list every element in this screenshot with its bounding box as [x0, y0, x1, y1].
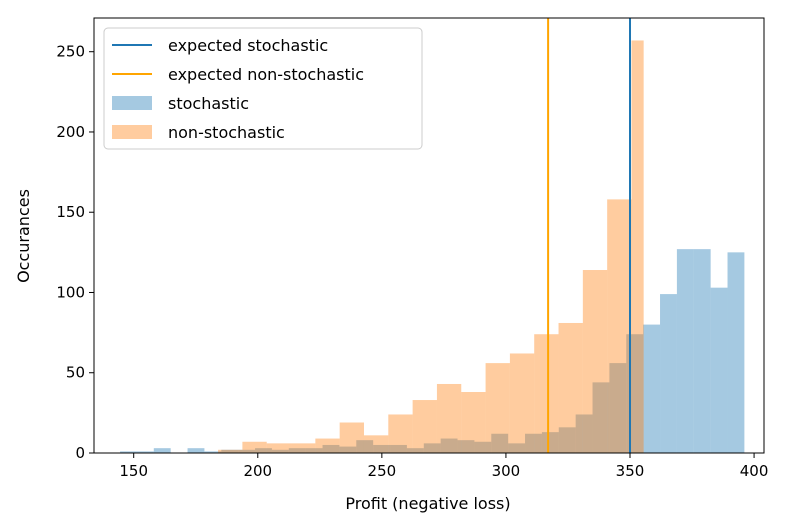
- x-tick-label-150: 150: [119, 462, 148, 480]
- stochastic-bar-32: [660, 294, 677, 453]
- x-axis-label: Profit (negative loss): [345, 494, 510, 513]
- x-tick-label-250: 250: [368, 462, 397, 480]
- stochastic-bar-34: [693, 249, 711, 453]
- non-stochastic-bar-8: [412, 400, 437, 453]
- legend-label-stochastic: stochastic: [168, 94, 249, 113]
- stochastic-bar-5: [204, 451, 222, 453]
- stochastic-bar-1: [136, 451, 154, 453]
- stochastic-bar-22: [491, 433, 509, 453]
- stochastic-bar-14: [356, 440, 374, 453]
- stochastic-bar-23: [508, 443, 526, 453]
- legend-label-expected-stochastic: expected stochastic: [168, 36, 328, 55]
- non-stochastic-bar-13: [534, 334, 559, 453]
- non-stochastic-bar-17: [631, 40, 644, 453]
- y-tick-label-250: 250: [56, 43, 85, 61]
- non-stochastic-bar-0: [218, 449, 243, 453]
- x-tick-label-400: 400: [740, 462, 769, 480]
- non-stochastic-bar-5: [339, 422, 364, 453]
- stochastic-bar-28: [592, 382, 610, 453]
- non-stochastic-bar-1: [242, 441, 267, 453]
- axes-frame: [93, 17, 765, 454]
- stochastic-bar-24: [525, 433, 542, 453]
- legend-box: [103, 27, 423, 150]
- stochastic-bar-4: [187, 448, 205, 453]
- stochastic-bar-19: [440, 438, 458, 453]
- legend-label-non-stochastic: non-stochastic: [168, 123, 285, 142]
- x-tick-label-300: 300: [492, 462, 521, 480]
- stochastic-bar-26: [558, 427, 576, 453]
- stochastic-bar-6: [221, 449, 239, 453]
- non-stochastic-bars: [218, 40, 644, 453]
- y-tick-label-0: 0: [75, 444, 85, 462]
- stochastic-bar-25: [541, 432, 559, 453]
- non-stochastic-bar-3: [291, 443, 316, 453]
- ticks: 150 200 250 300 350 400 0 50 100 150 200 250: [56, 43, 768, 480]
- non-stochastic-bar-16: [607, 199, 632, 453]
- legend-swatch-stochastic: [112, 96, 152, 110]
- legend-label-expected-non-stochastic: expected non-stochastic: [168, 65, 364, 84]
- stochastic-bar-16: [390, 444, 407, 453]
- non-stochastic-bar-9: [436, 383, 462, 453]
- non-stochastic-bar-10: [461, 392, 486, 453]
- stochastic-bar-17: [406, 448, 424, 453]
- stochastic-bar-29: [609, 363, 627, 453]
- stochastic-bar-9: [271, 449, 289, 453]
- non-stochastic-bar-14: [558, 322, 583, 453]
- plot-area: [120, 18, 745, 453]
- stochastic-bar-10: [288, 448, 306, 453]
- y-tick-label-50: 50: [66, 364, 85, 382]
- expected-value-lines: [547, 18, 631, 453]
- y-axis-label: Occurances: [14, 189, 33, 283]
- non-stochastic-bar-11: [485, 363, 510, 453]
- axes: [93, 17, 765, 454]
- stochastic-bar-33: [676, 249, 694, 453]
- legend-swatch-non-stochastic: [112, 125, 152, 139]
- stochastic-bar-2: [153, 448, 171, 453]
- x-tick-label-200: 200: [243, 462, 272, 480]
- y-tick-label-150: 150: [56, 203, 85, 221]
- stochastic-bar-12: [322, 444, 340, 453]
- stochastic-bar-0: [120, 451, 137, 453]
- non-stochastic-bar-15: [582, 270, 608, 453]
- x-tick-label-350: 350: [616, 462, 645, 480]
- stochastic-bar-13: [339, 446, 357, 453]
- non-stochastic-bar-4: [315, 438, 340, 453]
- stochastic-bar-20: [457, 440, 475, 453]
- non-stochastic-bar-6: [363, 435, 389, 453]
- stochastic-bar-15: [373, 444, 391, 453]
- y-tick-label-100: 100: [56, 283, 85, 301]
- y-tick-label-200: 200: [56, 123, 85, 141]
- stochastic-bar-21: [474, 441, 492, 453]
- non-stochastic-bar-7: [388, 414, 413, 453]
- stochastic-bar-31: [643, 324, 661, 453]
- non-stochastic-bar-12: [509, 353, 535, 453]
- stochastic-bar-8: [255, 448, 272, 453]
- stochastic-bar-18: [423, 443, 441, 453]
- non-stochastic-bar-2: [266, 443, 292, 453]
- stochastic-bar-11: [305, 448, 323, 453]
- stochastic-bar-27: [575, 414, 593, 453]
- stochastic-bars: [120, 249, 745, 453]
- stochastic-bar-7: [238, 449, 256, 453]
- stochastic-bar-36: [727, 252, 745, 453]
- stochastic-bar-35: [710, 287, 728, 453]
- legend: expected stochastic expected non-stochast…: [103, 27, 423, 150]
